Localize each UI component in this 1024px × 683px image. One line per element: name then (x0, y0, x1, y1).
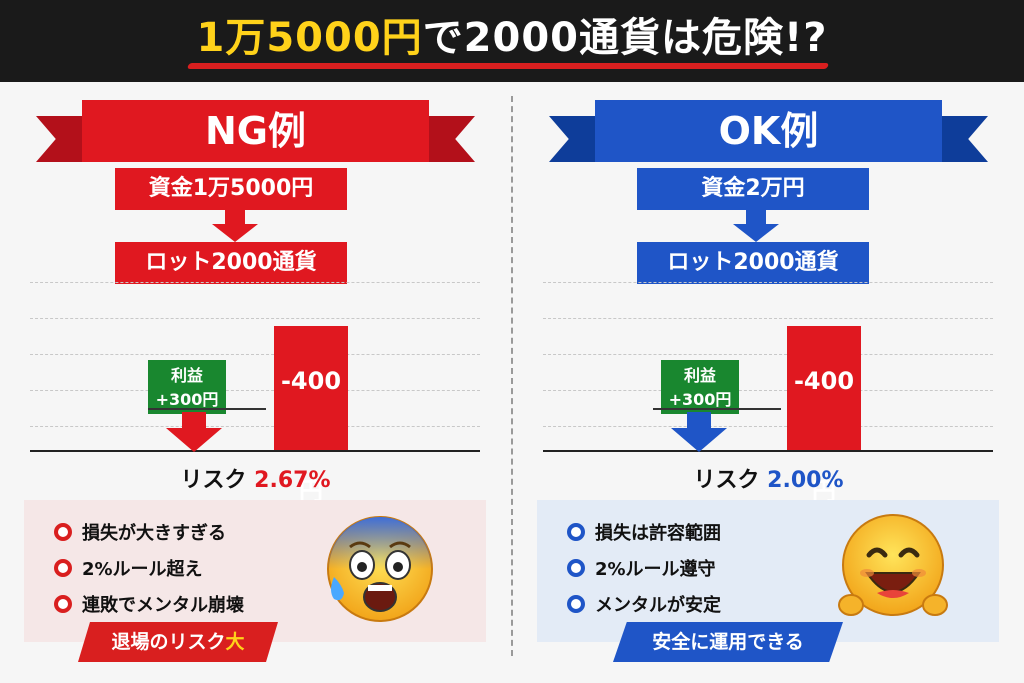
list-item: 損失が大きすぎる (54, 514, 244, 550)
header-bar: 1万5000円で2000通貨は危険!? (0, 0, 1024, 82)
bullet-icon (54, 595, 72, 613)
bullet-icon (567, 559, 585, 577)
ng-risk: リスク 2.67% (180, 468, 331, 493)
ng-panel: NG例 資金1万5000円 ロット2000通貨 利益 +300円 -400円 リ… (0, 82, 511, 683)
ng-baseline (30, 450, 480, 452)
list-item: 2%ルール遵守 (567, 550, 721, 586)
scared-face-icon (327, 516, 433, 622)
ng-banner: NG例 (0, 100, 511, 178)
ok-risk-value: 2.00% (767, 468, 844, 493)
ok-bullet-list: 損失は許容範囲 2%ルール遵守 メンタルが安定 (567, 514, 721, 622)
ng-banner-label: NG例 (82, 100, 429, 162)
happy-face-icon (838, 514, 948, 616)
panel-divider (511, 96, 513, 656)
list-item: メンタルが安定 (567, 586, 721, 622)
ng-bullet-list: 損失が大きすぎる 2%ルール超え 連敗でメンタル崩壊 (54, 514, 244, 622)
ok-loss-arrow-icon (671, 412, 727, 452)
ng-fund-box: 資金1万5000円 (115, 168, 347, 210)
ok-loss-bar: -400円 (787, 326, 861, 505)
bullet-icon (567, 523, 585, 541)
ok-tagline: 安全に運用できる (613, 622, 843, 662)
page-title: 1万5000円で2000通貨は危険!? (0, 14, 1024, 62)
bullet-icon (54, 559, 72, 577)
title-underline (186, 63, 830, 69)
ng-profit-label: 利益 +300円 (148, 360, 226, 414)
ng-down-arrow-icon (212, 210, 258, 242)
ok-fund-box: 資金2万円 (637, 168, 869, 210)
ng-loss-bar: -400円 (274, 326, 348, 505)
title-highlight: 1万5000円 (196, 15, 423, 61)
ng-loss-arrow-icon (166, 412, 222, 452)
ng-profit-line (148, 408, 266, 410)
ok-lot-box: ロット2000通貨 (637, 242, 869, 284)
list-item: 連敗でメンタル崩壊 (54, 586, 244, 622)
ok-panel: OK例 資金2万円 ロット2000通貨 利益 +300円 -400円 リスク 2… (513, 82, 1024, 683)
ng-lot-box: ロット2000通貨 (115, 242, 347, 284)
bullet-icon (54, 523, 72, 541)
ng-tagline: 退場のリスク大 (78, 622, 278, 662)
title-rest: で2000通貨は危険!? (422, 15, 828, 61)
list-item: 損失は許容範囲 (567, 514, 721, 550)
ng-risk-value: 2.67% (254, 468, 331, 493)
ok-profit-line (653, 408, 781, 410)
ng-chart: 利益 +300円 -400円 (30, 272, 480, 505)
bullet-icon (567, 595, 585, 613)
list-item: 2%ルール超え (54, 550, 244, 586)
ok-baseline (543, 450, 993, 452)
ok-banner-label: OK例 (595, 100, 942, 162)
ok-down-arrow-icon (733, 210, 779, 242)
ok-banner: OK例 (513, 100, 1024, 178)
ok-profit-label: 利益 +300円 (661, 360, 739, 414)
ok-chart: 利益 +300円 -400円 (543, 272, 993, 505)
ok-risk: リスク 2.00% (693, 468, 844, 493)
